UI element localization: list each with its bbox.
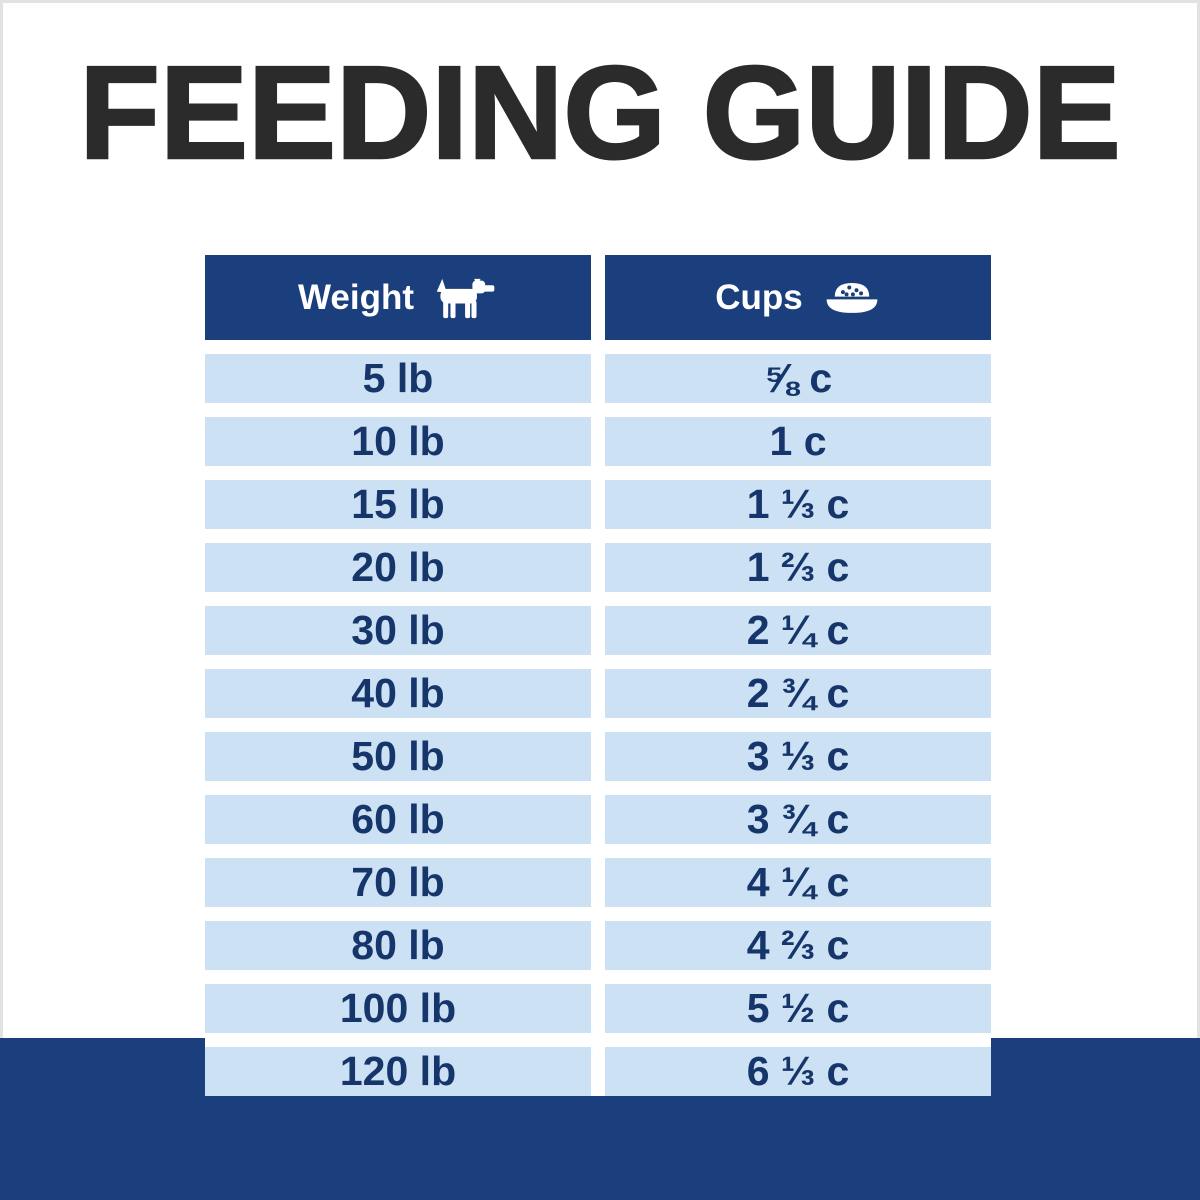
cups-cell: 3 ¾ c <box>605 795 991 844</box>
cups-cell: 2 ¼ c <box>605 606 991 655</box>
weight-header-label: Weight <box>297 277 414 317</box>
weight-cell: 10 lb <box>205 417 591 466</box>
weight-cell: 40 lb <box>205 669 591 718</box>
cups-cell: 1 c <box>605 417 991 466</box>
dog-icon <box>434 277 498 319</box>
cups-cell: 2 ¾ c <box>605 669 991 718</box>
cups-cells: ⅝ c 1 c 1 ⅓ c 1 ⅔ c 2 ¼ c 2 ¾ c 3 ⅓ c 3 ¾ c 4 ¼ … <box>605 354 991 1096</box>
cups-cell: 1 ⅔ c <box>605 543 991 592</box>
weight-cell: 60 lb <box>205 795 591 844</box>
weight-cell: 20 lb <box>205 543 591 592</box>
weight-cell: 30 lb <box>205 606 591 655</box>
weight-cell: 100 lb <box>205 984 591 1033</box>
cups-cell: 4 ¼ c <box>605 858 991 907</box>
cups-column: Cups <box>605 255 991 1096</box>
cups-cell: 3 ⅓ c <box>605 732 991 781</box>
weight-column: Weight <box>205 255 591 1096</box>
cups-cell: 6 ⅓ c <box>605 1047 991 1096</box>
weight-header: Weight <box>205 255 591 340</box>
weight-cell: 5 lb <box>205 354 591 403</box>
cups-cell: 5 ½ c <box>605 984 991 1033</box>
weight-cell: 80 lb <box>205 921 591 970</box>
weight-cell: 120 lb <box>205 1047 591 1096</box>
weight-cell: 70 lb <box>205 858 591 907</box>
weight-cell: 15 lb <box>205 480 591 529</box>
cups-header-label: Cups <box>715 277 803 317</box>
feeding-table: Weight <box>205 255 991 1096</box>
cups-header: Cups <box>605 255 991 340</box>
cups-cell: 1 ⅓ c <box>605 480 991 529</box>
cups-cell: 4 ⅔ c <box>605 921 991 970</box>
cups-cell: ⅝ c <box>605 354 991 403</box>
food-bowl-icon <box>823 279 881 316</box>
weight-cell: 50 lb <box>205 732 591 781</box>
page-title: FEEDING GUIDE <box>78 39 1122 186</box>
weight-cells: 5 lb 10 lb 15 lb 20 lb 30 lb 40 lb 50 lb 60 lb 7… <box>205 354 591 1096</box>
